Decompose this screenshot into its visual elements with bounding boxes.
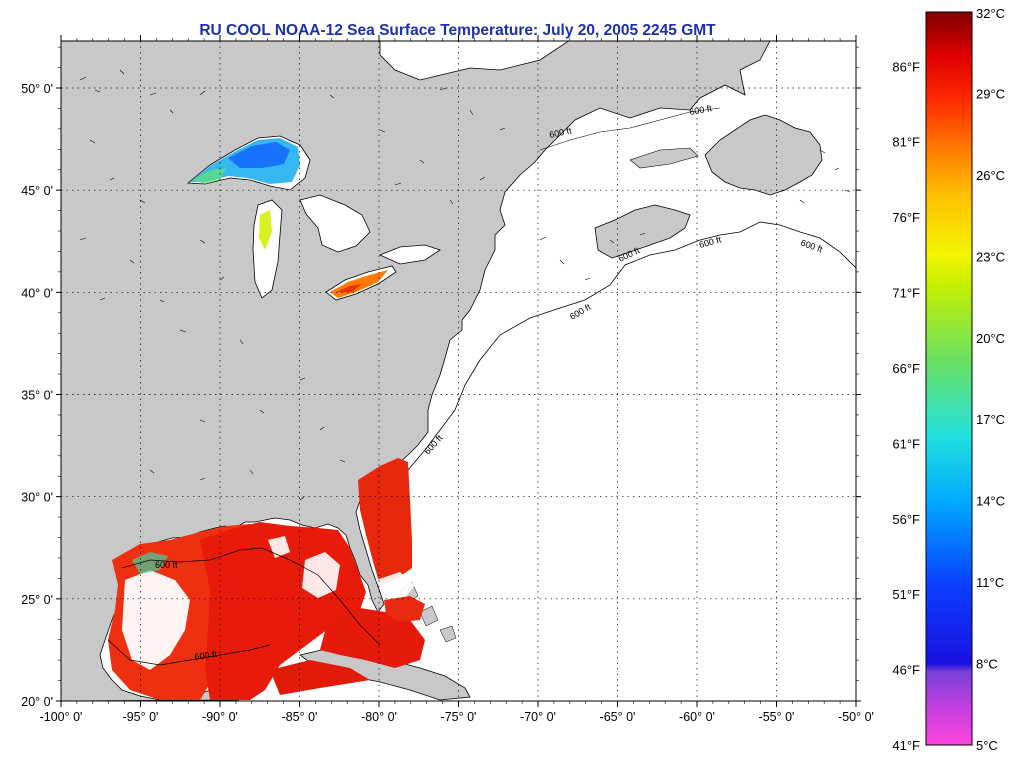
lake-ontario (378, 244, 441, 265)
colorbar-celsius-label: 29°C (976, 86, 1005, 101)
lon-label: -50° 0' (838, 710, 874, 724)
land-nova-scotia (594, 204, 691, 259)
sst-lake-erie-warm (336, 284, 362, 292)
latitude-labels: 20° 0' 25° 0' 30° 0' 35° 0' 40° 0' 45° 0' 50° … (21, 82, 53, 709)
map-title: RU COOL NOAA-12 Sea Surface Temperature:… (199, 22, 716, 39)
colorbar-fahrenheit-label: 61°F (892, 436, 920, 451)
lon-label: -65° 0' (600, 710, 636, 724)
sst-lake-superior-core (228, 142, 290, 168)
sst-lake-superior-edge (192, 168, 226, 184)
colorbar-celsius-label: 17°C (976, 412, 1005, 427)
lon-label: -70° 0' (520, 710, 556, 724)
land-newfoundland (704, 114, 823, 196)
contour-600ft-gulf (121, 547, 381, 646)
lat-label: 35° 0' (21, 388, 53, 402)
lon-label: -80° 0' (361, 710, 397, 724)
sst-gulf-east-clouds (268, 536, 340, 598)
lon-label: -75° 0' (441, 710, 477, 724)
colorbar-fahrenheit-label: 51°F (892, 587, 920, 602)
sst-florida-straits (320, 608, 425, 668)
lon-label: -100° 0' (40, 710, 83, 724)
colorbar-fahrenheit-label: 66°F (892, 361, 920, 376)
contour-600ft-atlantic (407, 221, 856, 471)
colorbar-celsius-label: 32°C (976, 6, 1005, 21)
lat-label: 50° 0' (21, 82, 53, 96)
colorbar-celsius-label: 14°C (976, 494, 1005, 509)
colorbar-celsius-label: 5°C (976, 738, 998, 753)
lon-label: -85° 0' (282, 710, 318, 724)
contour-600ft-gulf-south (107, 639, 271, 666)
contour-label: 600 ft (689, 103, 713, 117)
colorbar-fahrenheit-labels: 86°F 81°F 76°F 71°F 66°F 61°F 56°F 51°F 46°F 41°F (892, 59, 920, 753)
contour-600ft-gulf-stlawrence (539, 107, 721, 151)
colorbar-fahrenheit-label: 76°F (892, 210, 920, 225)
sst-gulf-west-patches (122, 570, 190, 670)
colorbar-celsius-labels: 32°C 29°C 26°C 23°C 20°C 17°C 14°C 11°C 8°C 5°C (976, 6, 1005, 753)
contour-label: 600 ft (194, 649, 218, 662)
colorbar-fahrenheit-label: 71°F (892, 286, 920, 301)
colorbar-fahrenheit-label: 81°F (892, 135, 920, 150)
coastline-fragments (79, 69, 851, 501)
colorbar-fahrenheit-label: 41°F (892, 738, 920, 753)
lat-label: 40° 0' (21, 286, 53, 300)
sst-caribbean-strip (270, 660, 370, 695)
contour-label: 600 ft (548, 125, 573, 140)
lon-label: -95° 0' (123, 710, 159, 724)
lon-label: -60° 0' (679, 710, 715, 724)
colorbar-celsius-label: 26°C (976, 168, 1005, 183)
lat-label: 30° 0' (21, 491, 53, 505)
colorbar-fahrenheit-label: 46°F (892, 663, 920, 678)
axis-ticks (56, 35, 861, 707)
colorbar (925, 11, 973, 746)
lon-label: -90° 0' (202, 710, 238, 724)
lon-label: -55° 0' (759, 710, 795, 724)
sst-atlantic-swath (358, 458, 412, 585)
colorbar-celsius-label: 8°C (976, 657, 998, 672)
colorbar-celsius-label: 11°C (976, 575, 1004, 590)
colorbar-celsius-label: 23°C (976, 249, 1005, 264)
land-island-gulf (629, 147, 699, 169)
lat-label: 45° 0' (21, 184, 53, 198)
graticule (61, 41, 856, 701)
sst-atlantic-clouds (376, 572, 415, 598)
longitude-labels: -100° 0' -95° 0' -90° 0' -85° 0' -80° 0' -75°… (40, 710, 874, 724)
colorbar-fahrenheit-label: 86°F (892, 59, 920, 74)
sst-gulf-green (132, 552, 168, 574)
colorbar-celsius-label: 20°C (976, 331, 1005, 346)
lat-label: 20° 0' (21, 695, 53, 709)
colorbar-fahrenheit-label: 56°F (892, 512, 920, 527)
lat-label: 25° 0' (21, 593, 53, 607)
sst-bahamas-patch (384, 596, 425, 622)
lake-huron (299, 194, 371, 253)
contour-label: 600 ft (155, 560, 178, 570)
sst-lake-michigan (259, 210, 272, 250)
